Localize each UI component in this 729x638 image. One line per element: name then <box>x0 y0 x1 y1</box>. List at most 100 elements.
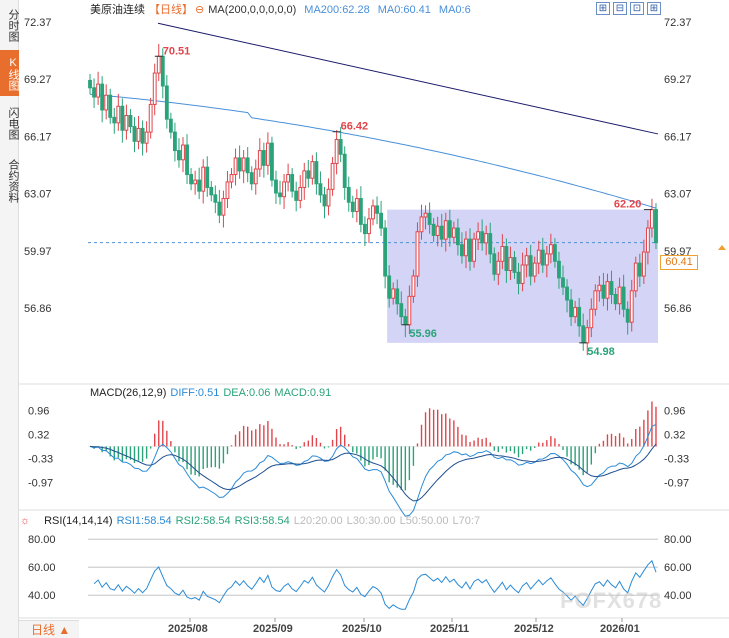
candle-body <box>500 246 505 262</box>
macd-y-tick-right: 0.96 <box>664 406 685 418</box>
zoom-out-icon[interactable]: ⊟ <box>613 2 627 15</box>
candle-body <box>577 306 582 327</box>
rsi-y-tick-left: 80.00 <box>28 534 56 546</box>
rsi-l30: L30:30.00 <box>346 515 396 527</box>
candle-body <box>88 79 92 89</box>
reset-icon[interactable]: ⊡ <box>630 2 644 15</box>
candle-body <box>346 186 351 203</box>
candle-body <box>274 179 278 194</box>
macd-y-tick-left: -0.33 <box>28 454 53 466</box>
candle-body <box>419 216 424 233</box>
tab-intraday[interactable]: 分时图 <box>7 8 19 42</box>
candle-body <box>565 286 569 301</box>
tab-kline[interactable]: K线图 <box>0 50 19 96</box>
candle-body <box>104 94 109 111</box>
candle-body <box>173 131 177 152</box>
candle-body <box>488 233 493 255</box>
candle-body <box>363 223 367 235</box>
candle-body <box>625 308 630 323</box>
y-tick-right: 72.37 <box>664 17 692 29</box>
zoom-in-icon[interactable]: ⊞ <box>596 2 610 15</box>
y-tick-left: 72.37 <box>24 17 52 29</box>
candle-body <box>197 179 202 192</box>
y-tick-left: 63.07 <box>24 189 52 201</box>
y-tick-left: 59.97 <box>24 246 52 258</box>
candle-body <box>645 227 650 253</box>
candle-body <box>569 299 574 318</box>
rsi-l50: L50:50.00 <box>399 515 449 527</box>
rsi-params: RSI(14,14,14) <box>44 515 113 527</box>
fullscreen-icon[interactable]: ⊞ <box>647 2 661 15</box>
rsi-y-tick-right: 60.00 <box>664 562 692 574</box>
watermark-logo: FOFX678 <box>560 588 663 613</box>
candle-body <box>435 225 440 236</box>
candle-body <box>472 238 476 262</box>
candle-body <box>621 286 626 310</box>
candle-body <box>189 174 193 185</box>
candle-body <box>391 288 396 299</box>
rsi-l20: L20:20.00 <box>293 515 343 527</box>
period-selector[interactable]: 日线 ▲ <box>19 620 79 638</box>
candle-body <box>278 192 282 198</box>
chart-controls: ⊞ ⊟ ⊡ ⊞ <box>596 2 661 15</box>
candle-body <box>334 138 339 164</box>
main-legend: 美原油连续 【日线】 ⊖ MA(200,0,0,0,0,0) MA200:62.28 MA… <box>90 3 475 17</box>
candle-body <box>229 174 234 183</box>
candle-body <box>480 231 485 244</box>
rsi-y-tick-right: 80.00 <box>664 534 692 546</box>
y-tick-left: 66.17 <box>24 131 52 143</box>
y-tick-right: 63.07 <box>664 189 692 201</box>
candle-body <box>633 262 638 292</box>
candle-body <box>492 253 497 275</box>
candle-body <box>156 55 161 74</box>
candle-body <box>532 262 537 277</box>
rsi-y-tick-left: 40.00 <box>28 590 56 602</box>
candle-body <box>270 142 274 181</box>
candle-body <box>427 212 432 225</box>
candle-body <box>528 255 533 277</box>
candle-body <box>613 293 618 305</box>
x-tick-label: 2026/01 <box>600 623 640 635</box>
candle-body <box>443 220 448 240</box>
candle-body <box>330 162 335 190</box>
x-tick-label: 2025/10 <box>342 623 382 635</box>
candle-body <box>601 284 606 299</box>
candle-body <box>431 223 436 236</box>
rsi3-value: RSI3:58.54 <box>234 515 290 527</box>
macd-dea: DEA:0.06 <box>223 387 271 399</box>
rsi2-value: RSI2:58.54 <box>175 515 231 527</box>
candle-body <box>516 271 521 284</box>
x-tick-label: 2025/08 <box>168 623 208 635</box>
rsi-legend: ☼ RSI(14,14,14) RSI1:58.54 RSI2:58.54 RSI3:5… <box>20 514 484 528</box>
tab-flash[interactable]: 闪电图 <box>7 106 19 140</box>
candle-body <box>338 138 343 155</box>
y-tick-left: 69.27 <box>24 74 52 86</box>
candle-body <box>201 166 206 192</box>
rsi-settings-icon[interactable]: ☼ <box>20 515 31 527</box>
period-label[interactable]: 【日线】 <box>149 4 193 16</box>
price-annotation: 66.42 <box>341 121 369 133</box>
tab-contract-info[interactable]: 合约资料 <box>7 159 19 203</box>
candle-body <box>536 249 541 264</box>
candle-body <box>468 238 472 262</box>
candle-body <box>245 157 250 174</box>
candle-body <box>399 303 404 318</box>
sidebar: 分时图 K线图 闪电图 合约资料 <box>0 0 19 638</box>
candle-body <box>411 275 416 297</box>
candle-body <box>140 127 145 144</box>
price-annotation: 54.98 <box>587 346 615 358</box>
candle-body <box>144 131 149 144</box>
price-annotation: 55.96 <box>409 328 437 340</box>
candle-body <box>358 198 363 225</box>
price-annotation: 70.51 <box>163 45 191 57</box>
candle-body <box>241 157 246 172</box>
ma200-value: MA200:62.28 <box>304 4 370 16</box>
candle-body <box>282 181 286 198</box>
settings-icon[interactable]: ⊖ <box>195 4 205 16</box>
candle-body <box>548 244 553 255</box>
candle-body <box>290 174 295 192</box>
candle-body <box>209 186 214 196</box>
last-price-label: 60.41 <box>660 255 698 270</box>
candle-body <box>371 205 375 220</box>
